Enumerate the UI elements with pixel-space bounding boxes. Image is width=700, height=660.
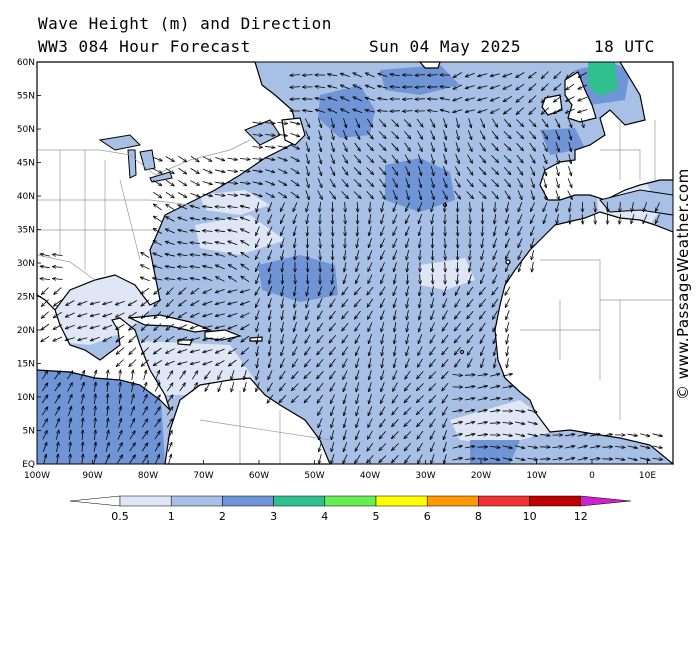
latitude-label: 35N [17, 226, 35, 236]
latitude-label: 30N [17, 259, 35, 269]
longitude-label: 40W [360, 471, 380, 481]
longitude-label: 20W [471, 471, 491, 481]
legend-label: 8 [475, 510, 482, 523]
legend-label: 5 [373, 510, 380, 523]
longitude-label: 80W [138, 471, 158, 481]
legend-swatch [274, 496, 325, 506]
latitude-label: 20N [17, 326, 35, 336]
legend-swatch [222, 496, 273, 506]
legend-swatch [478, 496, 529, 506]
legend-swatch [376, 496, 427, 506]
credit-watermark: © www.PassageWeather.com [671, 400, 691, 660]
legend-label: 10 [523, 510, 537, 523]
jamaica [178, 340, 192, 345]
longitude-label: 90W [82, 471, 102, 481]
legend-swatch [325, 496, 376, 506]
cape-verde [461, 351, 464, 354]
legend-label: 3 [270, 510, 277, 523]
latitude-label: 40N [17, 192, 35, 202]
legend-swatch [70, 496, 120, 506]
legend-bar [70, 496, 631, 506]
latitude-label: 50N [17, 125, 35, 135]
longitude-label: 30W [415, 471, 435, 481]
credit-text: © www.PassageWeather.com [674, 168, 692, 400]
legend-swatch [530, 496, 581, 506]
longitude-label: 100W [24, 471, 50, 481]
longitude-label: 70W [193, 471, 213, 481]
longitude-label: 10W [526, 471, 546, 481]
longitude-label: 60W [249, 471, 269, 481]
legend-label: 12 [574, 510, 588, 523]
latitude-label: 15N [17, 360, 35, 370]
latitude-label: 55N [17, 92, 35, 102]
legend-label: 1 [168, 510, 175, 523]
legend-label: 2 [219, 510, 226, 523]
legend-label: 4 [321, 510, 328, 523]
latitude-label: 25N [17, 293, 35, 303]
legend-swatch [427, 496, 478, 506]
legend-label: 0.5 [111, 510, 129, 523]
longitude-label: 0 [589, 471, 595, 481]
wave-map: 60N 55N 50N 45N 40N 35N 30N 25N 20N 15N 10N 5N EQ 10… [0, 0, 700, 490]
longitude-label: 10E [639, 471, 656, 481]
longitude-labels: 100W 90W 80W 70W 60W 50W 40W 30W 20W 10W 0 10E [24, 471, 656, 481]
legend-swatch [171, 496, 222, 506]
puerto-rico [250, 337, 262, 341]
legend-swatch [120, 496, 171, 506]
longitude-label: 50W [304, 471, 324, 481]
lake-michigan [128, 150, 136, 178]
legend-label: 6 [424, 510, 431, 523]
latitude-label: 60N [17, 58, 35, 68]
latitude-label: 10N [17, 393, 35, 403]
latitude-label: EQ [22, 460, 35, 470]
latitude-label: 45N [17, 159, 35, 169]
latitude-labels: 60N 55N 50N 45N 40N 35N 30N 25N 20N 15N 10N 5N EQ [17, 58, 35, 470]
latitude-label: 5N [23, 427, 35, 437]
legend-swatch [581, 496, 631, 506]
